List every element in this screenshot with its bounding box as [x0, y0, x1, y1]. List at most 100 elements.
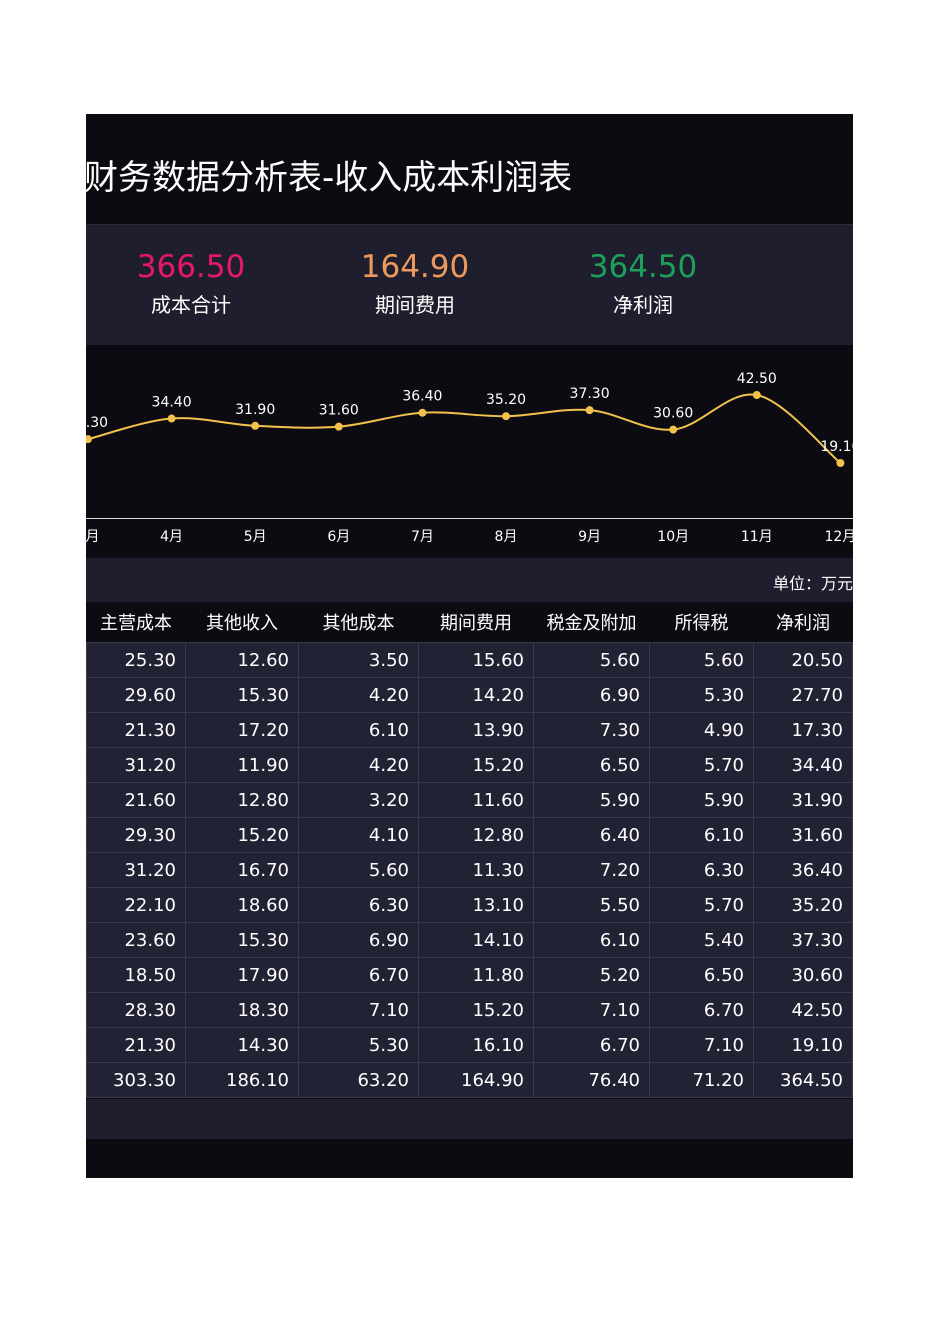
table-cell: 6.30: [298, 887, 419, 923]
column-header: 净利润: [753, 602, 853, 643]
table-cell: 7.30: [533, 712, 650, 748]
x-tick-label: 4月: [160, 529, 183, 545]
kpi-net-profit-value: 364.50: [588, 249, 698, 285]
table-cell: 6.70: [649, 992, 754, 1028]
table-cell: 63.20: [298, 1062, 419, 1098]
table-cell: 14.20: [418, 677, 534, 713]
column-header: 税金及附加: [533, 602, 650, 643]
table-cell: 17.90: [185, 957, 299, 993]
table-cell: 37.30: [753, 922, 853, 958]
table-cell: 21.30: [86, 712, 186, 748]
table-cell: 5.90: [649, 782, 754, 818]
table-row: 22.10 18.60 6.30 13.10 5.50 5.70 35.20: [86, 887, 853, 923]
data-label: 36.40: [402, 389, 442, 405]
table-cell: 6.40: [533, 817, 650, 853]
table-cell: 17.20: [185, 712, 299, 748]
data-point: [86, 435, 92, 444]
table-cell: 16.10: [418, 1027, 534, 1063]
table-cell: 5.90: [533, 782, 650, 818]
table-cell: 31.20: [86, 852, 186, 888]
table-row: 18.50 17.90 6.70 11.80 5.20 6.50 30.60: [86, 957, 853, 993]
table-cell: 6.70: [298, 957, 419, 993]
table-cell: 23.60: [86, 922, 186, 958]
table-cell: 34.40: [753, 747, 853, 783]
table-cell: 303.30: [86, 1062, 186, 1098]
table-cell: 25.30: [86, 642, 186, 678]
data-point: [167, 414, 176, 423]
table-row: 21.30 17.20 6.10 13.90 7.30 4.90 17.30: [86, 712, 853, 748]
table-cell: 4.20: [298, 677, 419, 713]
table-cell: 4.10: [298, 817, 419, 853]
data-label: 34.40: [152, 395, 192, 411]
table-cell: 11.80: [418, 957, 534, 993]
table-row: 31.20 11.90 4.20 15.20 6.50 5.70 34.40: [86, 747, 853, 783]
table-cell: 31.60: [753, 817, 853, 853]
table-cell: 6.90: [298, 922, 419, 958]
table-cell: 18.50: [86, 957, 186, 993]
data-label: 19.10: [820, 439, 853, 455]
table-cell: 6.10: [533, 922, 650, 958]
table-cell: 7.10: [298, 992, 419, 1028]
kpi-period-expense-value: 164.90: [360, 249, 470, 285]
table-cell: 71.20: [649, 1062, 754, 1098]
kpi-net-profit: 364.50 净利润: [543, 247, 743, 318]
table-cell: 6.30: [649, 852, 754, 888]
table-cell: 7.20: [533, 852, 650, 888]
table-cell: 5.70: [649, 887, 754, 923]
x-tick-label: 8月: [495, 529, 518, 545]
column-header: 所得税: [649, 602, 754, 643]
data-point: [502, 412, 510, 421]
table-cell: 76.40: [533, 1062, 650, 1098]
column-header: 期间费用: [418, 602, 534, 643]
table-cell: 15.30: [185, 677, 299, 713]
data-label: 31.60: [319, 403, 359, 419]
table-cell: 15.20: [418, 747, 534, 783]
x-tick-label: 6月: [327, 529, 350, 545]
table-cell: 11.90: [185, 747, 299, 783]
table-cell: 5.60: [533, 642, 650, 678]
data-label: 30.60: [653, 406, 693, 422]
x-tick-label: 10月: [657, 529, 689, 545]
table-row: 21.30 14.30 5.30 16.10 6.70 7.10 19.10: [86, 1027, 853, 1063]
dashboard-sheet: 财务数据分析表-收入成本利润表 366.50 成本合计 164.90 期间费用 …: [86, 114, 853, 1178]
table-cell: 18.30: [185, 992, 299, 1028]
table-cell: 20.50: [753, 642, 853, 678]
table-cell: 4.20: [298, 747, 419, 783]
page-title: 财务数据分析表-收入成本利润表: [86, 158, 573, 198]
table-cell: 21.30: [86, 1027, 186, 1063]
data-point: [669, 425, 678, 434]
data-label: 42.50: [737, 371, 777, 387]
table-cell: 31.90: [753, 782, 853, 818]
table-cell: 164.90: [418, 1062, 534, 1098]
table-header-row: 主营成本 其他收入 其他成本 期间费用 税金及附加 所得税 净利润: [86, 602, 853, 643]
table-cell: 4.90: [649, 712, 754, 748]
x-tick-label: 9月: [578, 529, 601, 545]
table-cell: 27.70: [753, 677, 853, 713]
column-header: 主营成本: [86, 602, 186, 643]
table-cell: 14.30: [185, 1027, 299, 1063]
table-row: 29.60 15.30 4.20 14.20 6.90 5.30 27.70: [86, 677, 853, 713]
table-cell: 30.60: [753, 957, 853, 993]
table-cell: 17.30: [753, 712, 853, 748]
data-point: [251, 421, 260, 430]
data-point: [585, 406, 594, 415]
data-label: 35.20: [486, 392, 526, 408]
x-tick-label: 12月: [824, 529, 853, 545]
x-tick-label: 11月: [741, 529, 773, 545]
column-header: 其他成本: [298, 602, 419, 643]
data-label: 27.30: [86, 415, 108, 431]
footer-band: [86, 1099, 853, 1139]
table-cell: 13.10: [418, 887, 534, 923]
table-total-row: 303.30 186.10 63.20 164.90 76.40 71.20 364.50: [86, 1062, 853, 1098]
table-cell: 36.40: [753, 852, 853, 888]
table-cell: 5.20: [533, 957, 650, 993]
table-cell: 6.70: [533, 1027, 650, 1063]
table-cell: 6.90: [533, 677, 650, 713]
x-tick-label: 7月: [411, 529, 434, 545]
table-cell: 5.30: [298, 1027, 419, 1063]
table-row: 23.60 15.30 6.90 14.10 6.10 5.40 37.30: [86, 922, 853, 958]
unit-band: 单位：万元: [86, 558, 853, 602]
title-band: 财务数据分析表-收入成本利润表: [86, 114, 853, 224]
table-cell: 29.60: [86, 677, 186, 713]
table-cell: 29.30: [86, 817, 186, 853]
